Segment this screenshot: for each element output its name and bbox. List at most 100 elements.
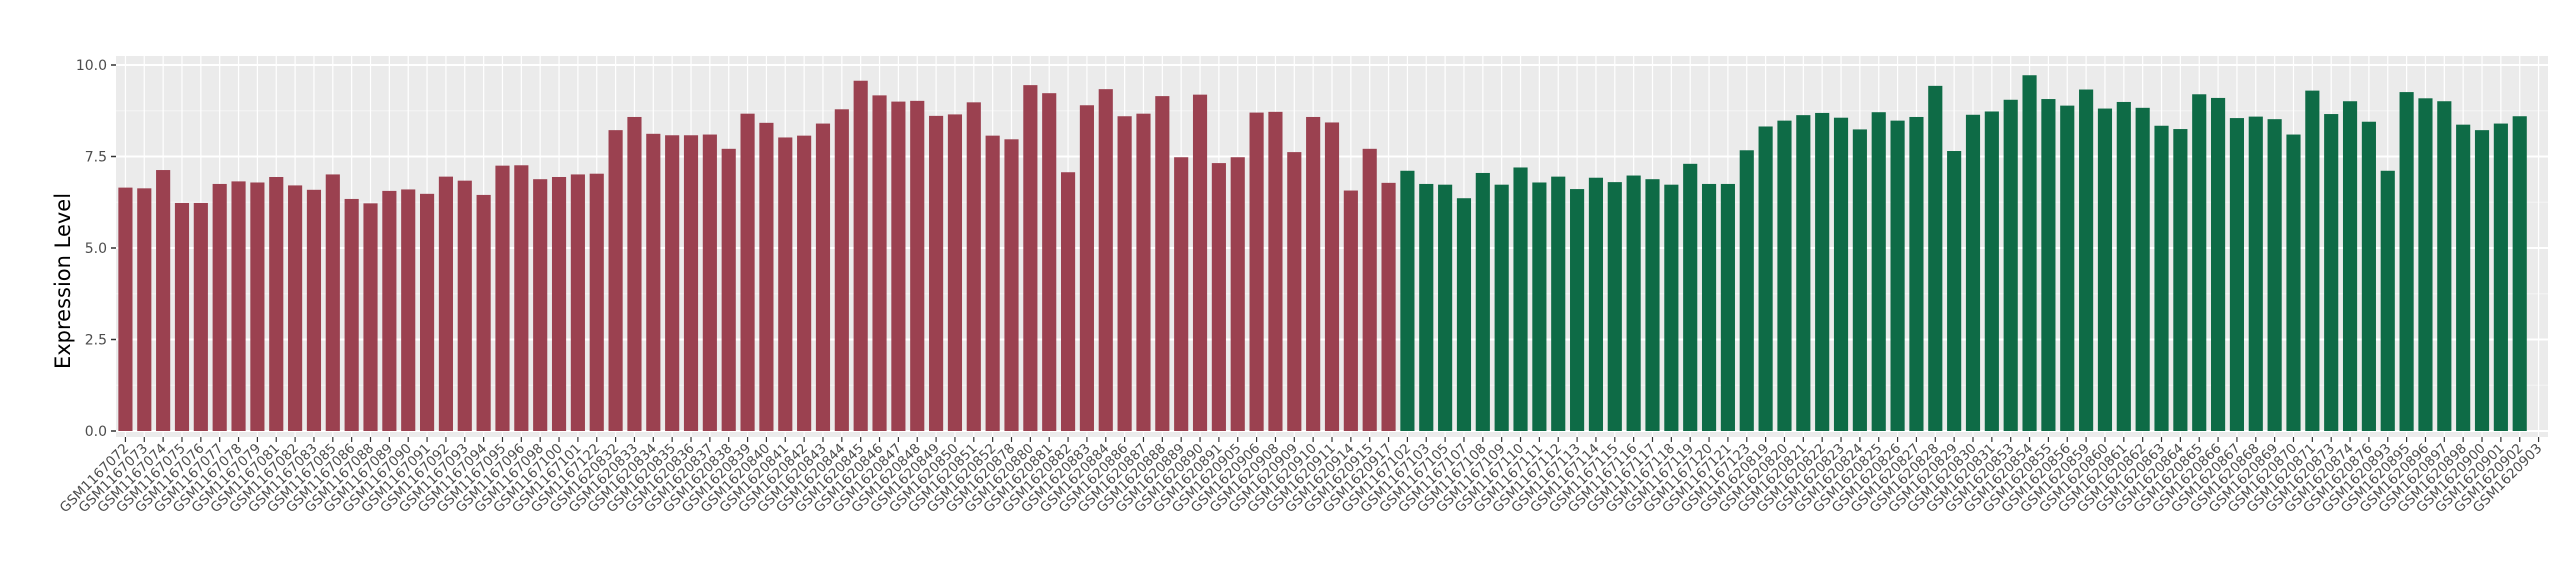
bar: [533, 179, 548, 431]
bar: [797, 135, 812, 431]
bar: [1456, 198, 1472, 431]
bar: [1815, 112, 1830, 432]
bar: [2192, 94, 2207, 431]
bar: [1060, 172, 1076, 431]
bar: [193, 202, 208, 431]
bar: [1720, 183, 1735, 431]
bar: [891, 101, 906, 431]
bar: [438, 176, 453, 431]
bar: [250, 182, 265, 431]
bar: [514, 165, 529, 431]
bar: [2060, 105, 2075, 431]
y-tick-label: 2.5: [85, 333, 107, 349]
bar: [2041, 99, 2056, 432]
bar: [721, 148, 736, 431]
bar: [2437, 101, 2452, 431]
bar: [1796, 115, 1811, 431]
bar: [401, 189, 416, 431]
bar: [1551, 176, 1566, 431]
bar: [2003, 99, 2018, 432]
bar: [947, 114, 963, 431]
bar: [2493, 123, 2508, 431]
bar: [2116, 101, 2131, 431]
bar: [1268, 111, 1283, 432]
bar: [2305, 90, 2320, 432]
bar: [2135, 107, 2150, 432]
bar: [2211, 97, 2226, 431]
bar: [156, 170, 171, 432]
bar: [1362, 148, 1377, 431]
bar: [1475, 172, 1490, 431]
bar: [985, 135, 1000, 431]
bar: [1965, 114, 1981, 431]
bar: [1249, 112, 1264, 431]
bar: [288, 185, 303, 431]
bar: [231, 181, 246, 431]
bar: [1513, 167, 1528, 432]
bar: [212, 183, 227, 431]
bar: [608, 130, 623, 431]
x-axis: GSM1167072GSM1167073GSM1167074GSM1167075…: [57, 437, 2545, 516]
bar: [1626, 175, 1641, 431]
bar: [1079, 105, 1094, 431]
bar: [1381, 182, 1396, 431]
bar: [1098, 89, 1113, 431]
bar: [1155, 96, 1170, 432]
bar: [551, 176, 567, 431]
bar: [2418, 98, 2433, 431]
bar: [2456, 124, 2471, 432]
bar: [363, 203, 378, 431]
bar: [1211, 163, 1226, 431]
bar: [2229, 118, 2244, 431]
bar: [2267, 119, 2282, 431]
bar: [476, 194, 491, 431]
bar: [269, 176, 284, 431]
bar: [1136, 113, 1151, 431]
bar: [2079, 89, 2094, 431]
bar: [627, 116, 642, 432]
bar: [1664, 184, 1679, 431]
bar: [1230, 157, 1245, 431]
bar: [702, 134, 717, 432]
bar: [1890, 120, 1905, 432]
y-tick-label: 7.5: [85, 150, 107, 166]
bar: [1117, 116, 1132, 432]
bar: [1739, 150, 1754, 431]
bar: [570, 174, 585, 431]
bar: [382, 190, 397, 431]
bar: [665, 135, 680, 431]
bar: [1683, 163, 1698, 431]
bar: [910, 100, 925, 432]
bar: [778, 137, 793, 431]
bar: [137, 188, 152, 431]
y-tick-label: 10.0: [76, 58, 107, 74]
bar: [1419, 183, 1434, 431]
bar: [1833, 117, 1849, 431]
bar: [1701, 183, 1717, 431]
bar: [966, 102, 981, 431]
bar: [2399, 92, 2414, 432]
bar: [306, 189, 322, 431]
bar: [740, 113, 755, 431]
bar: [2097, 108, 2113, 431]
bar: [1400, 170, 1415, 432]
bar: [2361, 121, 2376, 431]
bar: [1532, 182, 1547, 431]
bar: [646, 133, 661, 432]
bar: [1588, 177, 1604, 431]
y-tick-label: 0.0: [85, 424, 107, 440]
bar: [1494, 184, 1509, 431]
bar: [589, 173, 604, 431]
bar: [1192, 94, 1208, 432]
y-axis: 0.0 2.5 5.0 7.5 10.0: [76, 58, 116, 440]
bar: [1928, 85, 1943, 431]
bar: [759, 122, 774, 431]
bar: [2474, 130, 2490, 431]
bar: [1777, 120, 1792, 432]
bar: [1984, 111, 1999, 432]
bar: [1852, 129, 1867, 431]
y-tick-label: 5.0: [85, 241, 107, 257]
bar: [1570, 189, 1585, 431]
